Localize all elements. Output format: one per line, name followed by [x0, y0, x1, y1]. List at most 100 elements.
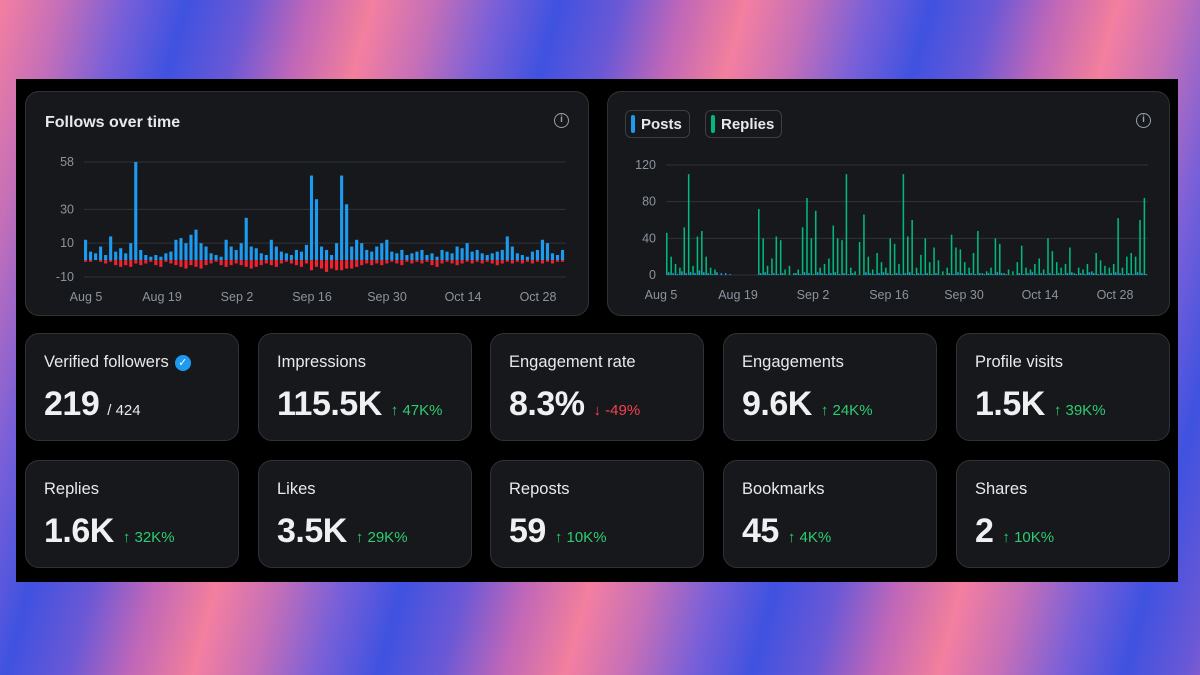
lost-bar: [515, 260, 519, 262]
stat-label: Verified followers ✓: [44, 353, 191, 372]
replies-bar: [937, 260, 940, 275]
posts-bar: [795, 273, 797, 275]
lost-bar: [84, 260, 88, 262]
stat-card-likes[interactable]: Likes 3.5K ↑ 29K%: [258, 460, 472, 568]
arrow-up-icon: ↑: [1053, 402, 1062, 419]
posts-bar: [1110, 273, 1113, 275]
lost-bar: [520, 260, 524, 264]
legend-replies-toggle[interactable]: Replies: [705, 110, 783, 138]
replies-bar: [911, 220, 913, 275]
posts-bar: [816, 272, 819, 275]
replies-bar: [959, 249, 962, 275]
replies-bar: [762, 238, 764, 275]
x-tick-label: Oct 14: [1022, 288, 1059, 302]
stat-delta-value: 4K%: [799, 529, 832, 546]
info-icon[interactable]: i: [554, 113, 569, 128]
posts-bar: [1031, 272, 1034, 275]
replies-bar: [775, 236, 778, 275]
gained-bar: [350, 246, 354, 261]
replies-bar: [885, 267, 887, 275]
posts-bar: [1066, 273, 1069, 275]
posts-bar: [1000, 273, 1003, 275]
stat-card-impressions[interactable]: Impressions 115.5K ↑ 47K%: [258, 333, 472, 441]
posts-bar: [1057, 273, 1060, 275]
posts-bar: [808, 273, 810, 275]
y-tick-label: 0: [649, 268, 656, 282]
stat-card-verified-followers[interactable]: Verified followers ✓ 219 / 424: [25, 333, 239, 441]
arrow-up-icon: ↑: [1002, 529, 1010, 546]
info-icon[interactable]: i: [1136, 113, 1151, 128]
gained-bar: [385, 239, 389, 261]
replies-bar: [714, 269, 716, 275]
stat-card-bookmarks[interactable]: Bookmarks 45 ↑ 4K%: [723, 460, 937, 568]
lost-bar: [309, 260, 314, 271]
lost-bar: [224, 260, 228, 267]
lost-bar: [325, 260, 329, 272]
gained-bar: [169, 251, 173, 261]
stat-value: 9.6K: [742, 385, 812, 423]
gained-bar: [475, 249, 479, 261]
stat-card-profile-visits[interactable]: Profile visits 1.5K ↑ 39K%: [956, 333, 1170, 441]
lost-bar: [99, 260, 103, 262]
stat-card-shares[interactable]: Shares 2 ↑ 10K%: [956, 460, 1170, 568]
lost-bar: [114, 260, 118, 266]
stat-card-replies[interactable]: Replies 1.6K ↑ 32K%: [25, 460, 239, 568]
lost-bar: [395, 260, 399, 264]
gained-bar: [505, 236, 509, 261]
stat-card-engagement-rate[interactable]: Engagement rate 8.3% ↓ -49%: [490, 333, 704, 441]
gained-bar: [330, 255, 334, 261]
legend-posts-label: Posts: [641, 115, 682, 133]
gained-bar: [365, 249, 369, 261]
posts-bar: [667, 272, 670, 275]
replies-bar: [915, 267, 918, 275]
x-tick-label: Oct 14: [445, 290, 482, 304]
lost-bar: [234, 260, 238, 264]
replies-bar: [880, 262, 883, 275]
lost-bar: [219, 260, 223, 266]
gained-bar: [204, 246, 208, 261]
lost-bar: [550, 260, 555, 264]
y-tick-label: 58: [60, 155, 74, 169]
gained-bar: [340, 175, 344, 261]
lost-bar: [209, 260, 213, 264]
stat-card-reposts[interactable]: Reposts 59 ↑ 10K%: [490, 460, 704, 568]
gained-bar: [104, 255, 108, 261]
gained-bar: [490, 253, 494, 261]
lost-bar: [129, 260, 133, 267]
lost-bar: [435, 260, 439, 267]
stat-row: 219 / 424: [44, 385, 141, 424]
lost-bar: [555, 260, 560, 262]
gained-bar: [254, 248, 258, 261]
replies-bar: [788, 265, 791, 275]
replies-bar: [1029, 269, 1032, 275]
replies-bar: [1007, 269, 1010, 275]
stat-total: / 424: [107, 402, 141, 419]
y-tick-label: 30: [60, 202, 74, 216]
stat-card-engagements[interactable]: Engagements 9.6K ↑ 24K%: [723, 333, 937, 441]
replies-bar: [955, 247, 957, 275]
lost-bar: [109, 260, 113, 262]
gained-bar: [450, 253, 454, 261]
gained-bar: [530, 251, 534, 261]
lost-bar: [540, 260, 545, 264]
posts-bar: [676, 274, 679, 275]
posts-bar: [952, 274, 955, 275]
replies-bar: [758, 209, 760, 275]
stat-row: 3.5K ↑ 29K%: [277, 512, 408, 551]
gained-bar: [395, 253, 399, 261]
posts-bar: [1114, 272, 1117, 275]
gained-bar: [425, 255, 429, 261]
replies-bar: [893, 243, 896, 275]
gained-bar: [470, 251, 474, 261]
legend-posts-toggle[interactable]: Posts: [625, 110, 690, 138]
gained-bar: [500, 249, 504, 261]
replies-bar: [867, 256, 870, 275]
posts-bar: [992, 274, 994, 275]
stat-label: Engagements: [742, 353, 844, 371]
replies-bar: [985, 271, 988, 275]
replies-bar: [687, 174, 690, 275]
gained-bar: [259, 253, 263, 261]
posts-bar: [694, 273, 696, 275]
x-tick-label: Aug 5: [645, 288, 678, 302]
lost-bar: [119, 260, 123, 267]
